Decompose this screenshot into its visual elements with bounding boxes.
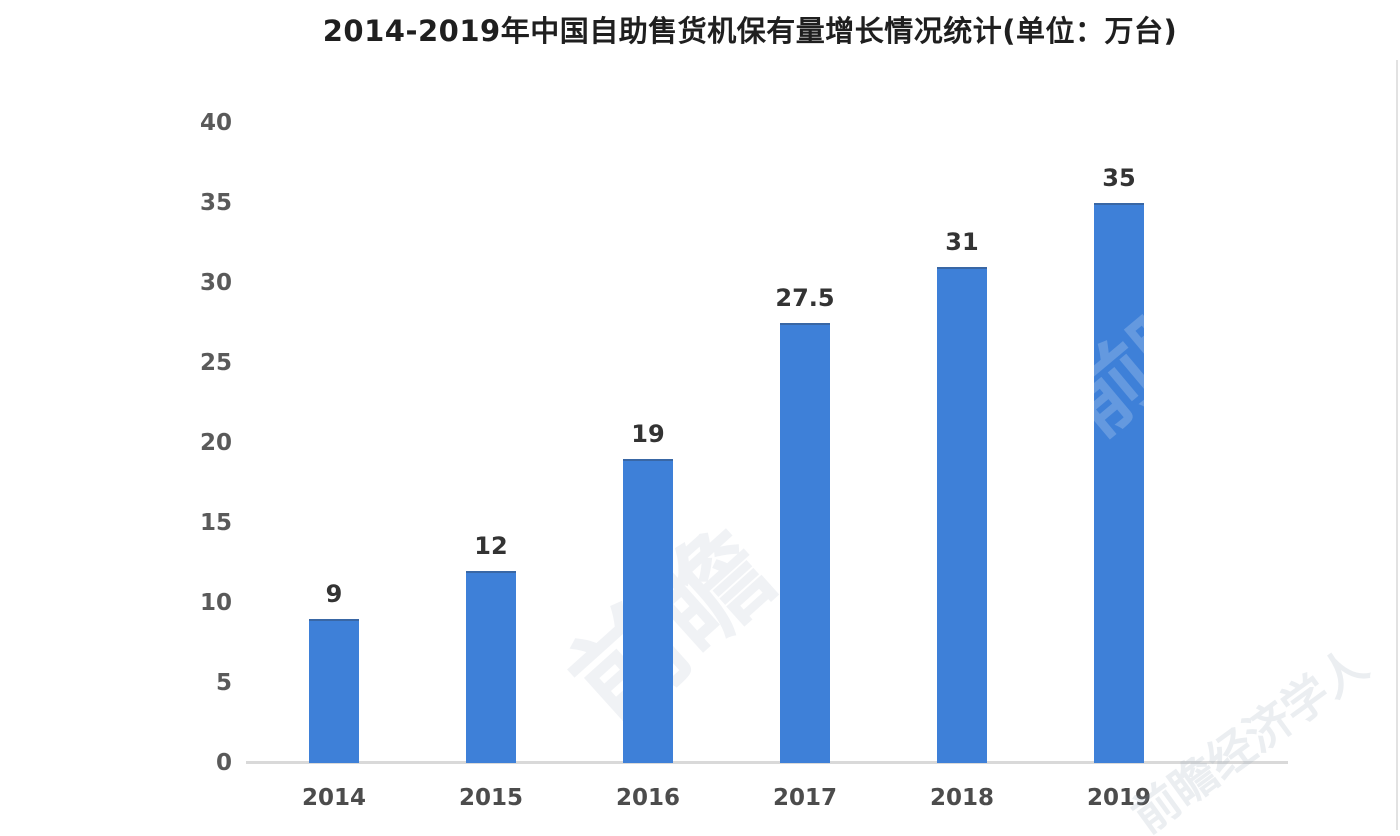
x-axis-line xyxy=(246,761,1288,764)
x-tick-label: 2018 xyxy=(929,785,994,811)
bar-2017 xyxy=(780,323,830,763)
y-tick-label: 10 xyxy=(199,590,232,616)
y-tick-label: 15 xyxy=(199,510,232,536)
y-tick-label: 5 xyxy=(215,670,232,696)
bar-value-label: 27.5 xyxy=(775,284,835,312)
y-tick-label: 25 xyxy=(199,350,232,376)
x-tick-label: 2016 xyxy=(615,785,680,811)
page-edge-divider xyxy=(1396,60,1398,830)
y-tick-label: 40 xyxy=(199,110,232,136)
bar-2015 xyxy=(466,571,516,763)
bar-2019 xyxy=(1094,203,1144,763)
bar-2016 xyxy=(623,459,673,763)
bar-value-label: 12 xyxy=(474,532,508,560)
bar-2014 xyxy=(309,619,359,763)
x-tick-label: 2019 xyxy=(1086,785,1151,811)
bar-2018 xyxy=(937,267,987,763)
y-tick-label: 35 xyxy=(199,190,232,216)
x-tick-label: 2017 xyxy=(772,785,837,811)
y-tick-label: 20 xyxy=(199,430,232,456)
chart-title: 2014-2019年中国自助售货机保有量增长情况统计(单位：万台) xyxy=(322,14,1178,48)
bar-value-label: 19 xyxy=(631,420,665,448)
x-tick-label: 2015 xyxy=(458,785,523,811)
bar-value-label: 31 xyxy=(945,228,979,256)
x-tick-label: 2014 xyxy=(301,785,366,811)
y-tick-label: 30 xyxy=(199,270,232,296)
bar-value-label: 35 xyxy=(1102,164,1136,192)
bar-value-label: 9 xyxy=(325,580,343,608)
y-tick-label: 0 xyxy=(215,750,232,776)
